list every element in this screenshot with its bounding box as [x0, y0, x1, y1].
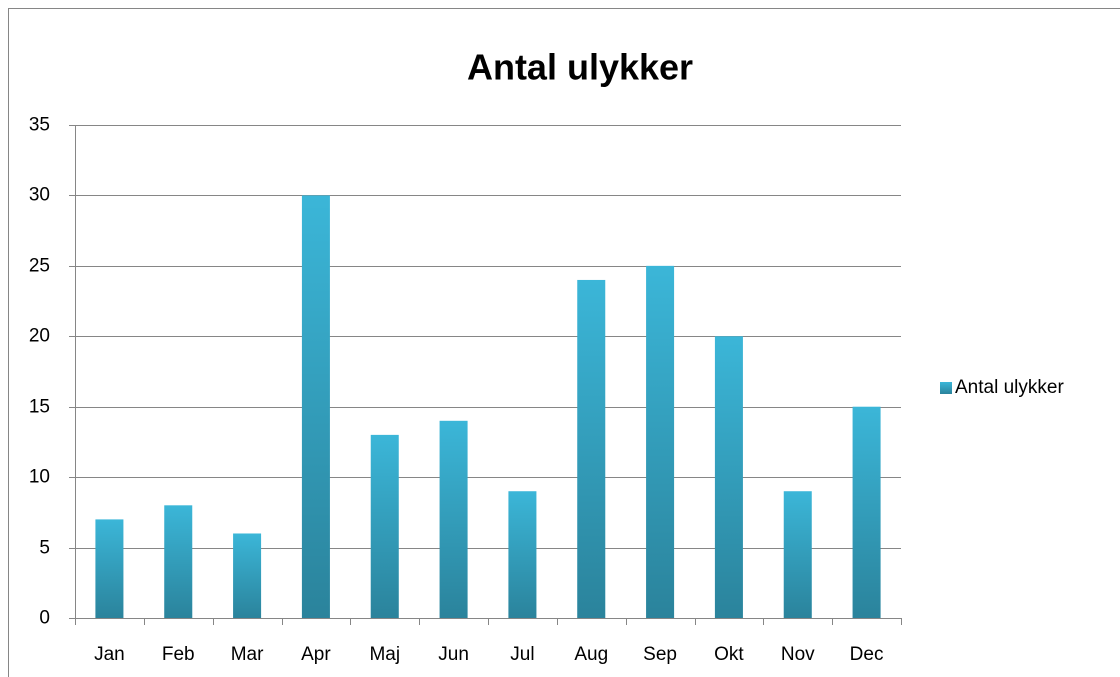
bar-shade — [233, 533, 262, 618]
y-tick-label: 0 — [39, 608, 50, 629]
y-tick-label: 30 — [29, 185, 50, 206]
legend-label: Antal ulykker — [955, 377, 1064, 398]
y-tick-label: 25 — [29, 256, 50, 277]
bar-shade — [783, 491, 812, 618]
x-tick-label: Feb — [162, 644, 195, 665]
bar-shade — [370, 434, 399, 618]
y-tick-label: 15 — [29, 397, 50, 418]
x-tick-label: Nov — [781, 644, 815, 665]
x-tick-label: Sep — [643, 644, 677, 665]
bar-shade — [301, 195, 330, 618]
bar-shade — [164, 505, 193, 618]
x-tick-label: Jun — [438, 644, 469, 665]
x-tick-label: Dec — [850, 644, 884, 665]
x-tick-label: Aug — [574, 644, 608, 665]
x-tick-label: Okt — [714, 644, 744, 665]
chart-title: Antal ulykker — [467, 47, 693, 88]
x-tick-label: Jul — [510, 644, 534, 665]
bar-shade — [439, 420, 468, 618]
legend-swatch-shade — [940, 382, 952, 394]
bar-shade — [508, 491, 537, 618]
bar-shade — [646, 265, 675, 618]
bar-shade — [852, 406, 881, 618]
x-tick-label: Maj — [369, 644, 400, 665]
bar-shade — [577, 279, 606, 618]
x-tick-label: Jan — [94, 644, 125, 665]
y-tick-label: 5 — [39, 538, 50, 559]
y-tick-label: 20 — [29, 326, 50, 347]
y-tick-label: 10 — [29, 467, 50, 488]
x-tick-label: Apr — [301, 644, 331, 665]
bar-shade — [714, 336, 743, 618]
x-tick-label: Mar — [231, 644, 264, 665]
chart-border — [8, 8, 1120, 677]
bar-shade — [95, 519, 124, 618]
y-tick-label: 35 — [29, 115, 50, 136]
